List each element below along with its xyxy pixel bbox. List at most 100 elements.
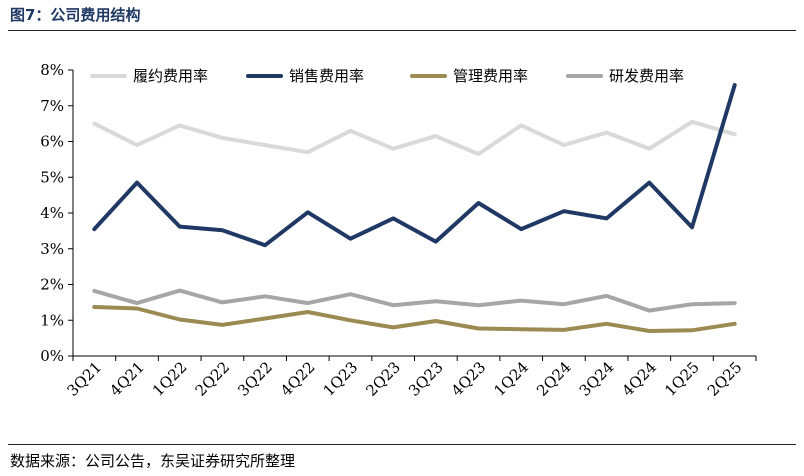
x-tick-label: 1Q23 — [320, 358, 362, 400]
data-point — [690, 302, 694, 306]
y-tick-label: 0% — [40, 347, 64, 365]
x-tick-label: 2Q25 — [704, 358, 746, 400]
y-tick-label: 2% — [40, 276, 64, 294]
series-line-2 — [92, 305, 737, 333]
data-point — [647, 181, 651, 185]
chart-axes: 0%1%2%3%4%5%6%7%8%3Q21 4Q21 1Q22 2Q22 3Q22 4Q… — [40, 61, 757, 400]
legend-label: 销售费用率 — [289, 67, 364, 85]
legend-label: 管理费用率 — [453, 67, 528, 85]
data-point — [434, 319, 438, 323]
data-point — [92, 289, 96, 293]
data-point — [92, 122, 96, 126]
data-point — [562, 209, 566, 213]
data-point — [562, 143, 566, 147]
series-layer — [92, 83, 737, 333]
data-point — [391, 216, 395, 220]
data-point — [220, 300, 224, 304]
y-tick-label: 4% — [40, 204, 64, 222]
data-point — [135, 301, 139, 305]
x-tick-label: 3Q23 — [405, 358, 447, 400]
data-point — [605, 294, 609, 298]
data-point — [220, 323, 224, 327]
data-point — [391, 303, 395, 307]
x-tick-label: 1Q25 — [661, 358, 703, 400]
data-point — [220, 228, 224, 232]
data-point — [306, 301, 310, 305]
x-tick-label: 3Q22 — [234, 358, 276, 400]
data-point — [306, 150, 310, 154]
data-point — [178, 318, 182, 322]
title-rule — [8, 30, 796, 31]
data-point — [348, 237, 352, 241]
data-point — [690, 328, 694, 332]
data-point — [92, 227, 96, 231]
data-point — [391, 147, 395, 151]
data-point — [263, 294, 267, 298]
x-tick-label: 4Q21 — [106, 358, 148, 400]
data-point — [605, 322, 609, 326]
data-point — [519, 299, 523, 303]
data-point — [562, 328, 566, 332]
data-point — [135, 306, 139, 310]
data-point — [477, 303, 481, 307]
source-rule — [8, 444, 796, 445]
data-point — [348, 292, 352, 296]
x-tick-label: 4Q24 — [618, 358, 660, 400]
figure-title: 图7：公司费用结构 — [10, 6, 141, 24]
data-point — [477, 326, 481, 330]
data-point — [690, 225, 694, 229]
data-point — [647, 147, 651, 151]
data-point — [263, 243, 267, 247]
y-tick-label: 8% — [40, 61, 64, 79]
data-point — [348, 129, 352, 133]
x-tick-label: 1Q22 — [149, 358, 191, 400]
chart-legend: 履约费用率 销售费用率 管理费用率 研发费用率 — [90, 67, 684, 85]
x-tick-label: 3Q21 — [63, 358, 105, 400]
x-tick-label: 2Q24 — [533, 358, 575, 400]
data-point — [733, 83, 737, 87]
series-line-0 — [92, 119, 737, 156]
data-point — [306, 310, 310, 314]
data-point — [733, 301, 737, 305]
data-point — [562, 302, 566, 306]
x-tick-label: 2Q23 — [362, 358, 404, 400]
series-line-3 — [92, 288, 737, 313]
x-tick-label: 3Q24 — [576, 358, 618, 400]
data-point — [647, 309, 651, 313]
data-point — [434, 299, 438, 303]
y-tick-label: 3% — [40, 240, 64, 258]
x-tick-label: 4Q23 — [448, 358, 490, 400]
x-tick-label: 4Q22 — [277, 358, 319, 400]
legend-label: 研发费用率 — [609, 67, 684, 85]
data-point — [92, 305, 96, 309]
data-point — [434, 134, 438, 138]
data-point — [178, 225, 182, 229]
y-tick-label: 1% — [40, 311, 64, 329]
y-tick-label: 5% — [40, 168, 64, 186]
data-point — [135, 181, 139, 185]
x-tick-label: 1Q24 — [490, 358, 532, 400]
data-point — [519, 123, 523, 127]
data-source-note: 数据来源：公司公告，东吴证券研究所整理 — [10, 452, 296, 470]
x-tick-label: 2Q22 — [192, 358, 234, 400]
data-point — [605, 216, 609, 220]
data-point — [306, 210, 310, 214]
data-point — [519, 227, 523, 231]
data-point — [647, 329, 651, 333]
series-line-1 — [92, 83, 737, 248]
y-tick-label: 6% — [40, 133, 64, 151]
legend-label: 履约费用率 — [133, 67, 208, 85]
data-point — [263, 316, 267, 320]
y-tick-label: 7% — [40, 97, 64, 115]
data-point — [178, 289, 182, 293]
data-point — [477, 201, 481, 205]
data-point — [690, 120, 694, 124]
data-point — [135, 143, 139, 147]
data-point — [434, 240, 438, 244]
data-point — [391, 325, 395, 329]
data-point — [605, 131, 609, 135]
data-point — [477, 152, 481, 156]
data-point — [733, 132, 737, 136]
data-point — [519, 327, 523, 331]
